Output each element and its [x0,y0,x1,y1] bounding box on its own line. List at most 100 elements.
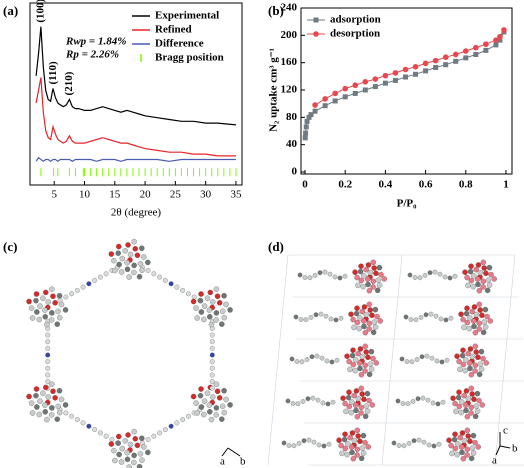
atom [482,324,489,330]
atom [467,268,474,275]
atom [353,357,359,363]
atom [464,305,470,311]
atom [194,315,200,321]
atom [122,438,128,444]
atom [474,390,481,397]
atom [361,304,368,310]
atom [52,300,58,306]
atom [470,432,477,439]
atom [375,277,382,283]
atom [45,352,51,358]
atom [139,245,145,252]
legend-label: Difference [155,38,204,50]
atom [162,427,168,433]
atom [214,388,221,395]
atom [456,358,462,365]
atom [377,318,383,324]
atom [174,284,180,290]
atom [58,301,65,308]
atom [125,242,131,248]
atom [381,276,387,282]
atom [36,316,43,323]
data-point [433,64,439,70]
atom [370,259,377,266]
atom [139,457,145,463]
y-tick-label: 80 [286,111,298,123]
atom [33,291,40,297]
data-point [362,79,369,85]
atom [360,432,367,439]
atom [477,269,484,276]
atom [427,270,433,276]
atom [440,399,446,405]
atom [408,317,414,322]
atom [452,445,459,452]
x-tick-label: 0 [302,179,308,191]
atom [473,403,480,409]
atom [415,396,421,402]
atom [136,463,143,468]
atom [207,314,213,320]
atom [209,365,215,371]
atom [453,408,459,415]
atom [456,389,462,395]
x-axis-label: P/P₀ [397,198,417,210]
atom [401,443,407,449]
atom [464,427,471,434]
atom [209,359,215,365]
atom [455,394,462,401]
data-point [493,37,499,43]
axis-arrow [499,445,511,449]
plot-frame [29,2,243,186]
data-point [453,58,459,64]
atom [354,452,360,458]
atom [349,352,356,359]
atom [219,416,225,422]
atom [465,282,471,289]
atom [193,400,199,406]
atom [340,395,346,401]
atom [139,267,145,273]
data-point [304,118,310,124]
atom [286,443,292,448]
atom [315,397,321,403]
atom [423,312,429,318]
atom [48,317,55,323]
atom [204,390,211,397]
atom [69,291,75,297]
atom [358,410,364,416]
atom [364,408,371,414]
atom [309,354,315,360]
data-point [382,72,389,79]
atom [472,368,478,374]
structure-images [26,238,524,468]
atom [198,291,204,297]
atom [281,440,287,446]
atom [370,278,377,285]
atom [481,319,488,325]
atom [348,409,354,416]
atom [471,396,477,402]
atom [206,402,213,408]
data-point [462,48,469,54]
atom [448,315,454,321]
atom [74,287,80,293]
atom [349,449,355,456]
atom [478,366,485,372]
atom [367,269,374,276]
atom [209,332,215,338]
atom [467,365,473,372]
atom [296,441,302,446]
atom [40,295,46,302]
atom [435,401,441,407]
atom [112,457,118,464]
data-point [312,102,318,108]
atom [145,437,151,442]
atom [207,289,214,296]
atom [26,298,32,305]
atom [454,353,460,359]
atom [92,427,98,433]
atom [80,420,86,426]
x-tick-label: 35 [230,189,242,201]
atom [400,401,406,406]
